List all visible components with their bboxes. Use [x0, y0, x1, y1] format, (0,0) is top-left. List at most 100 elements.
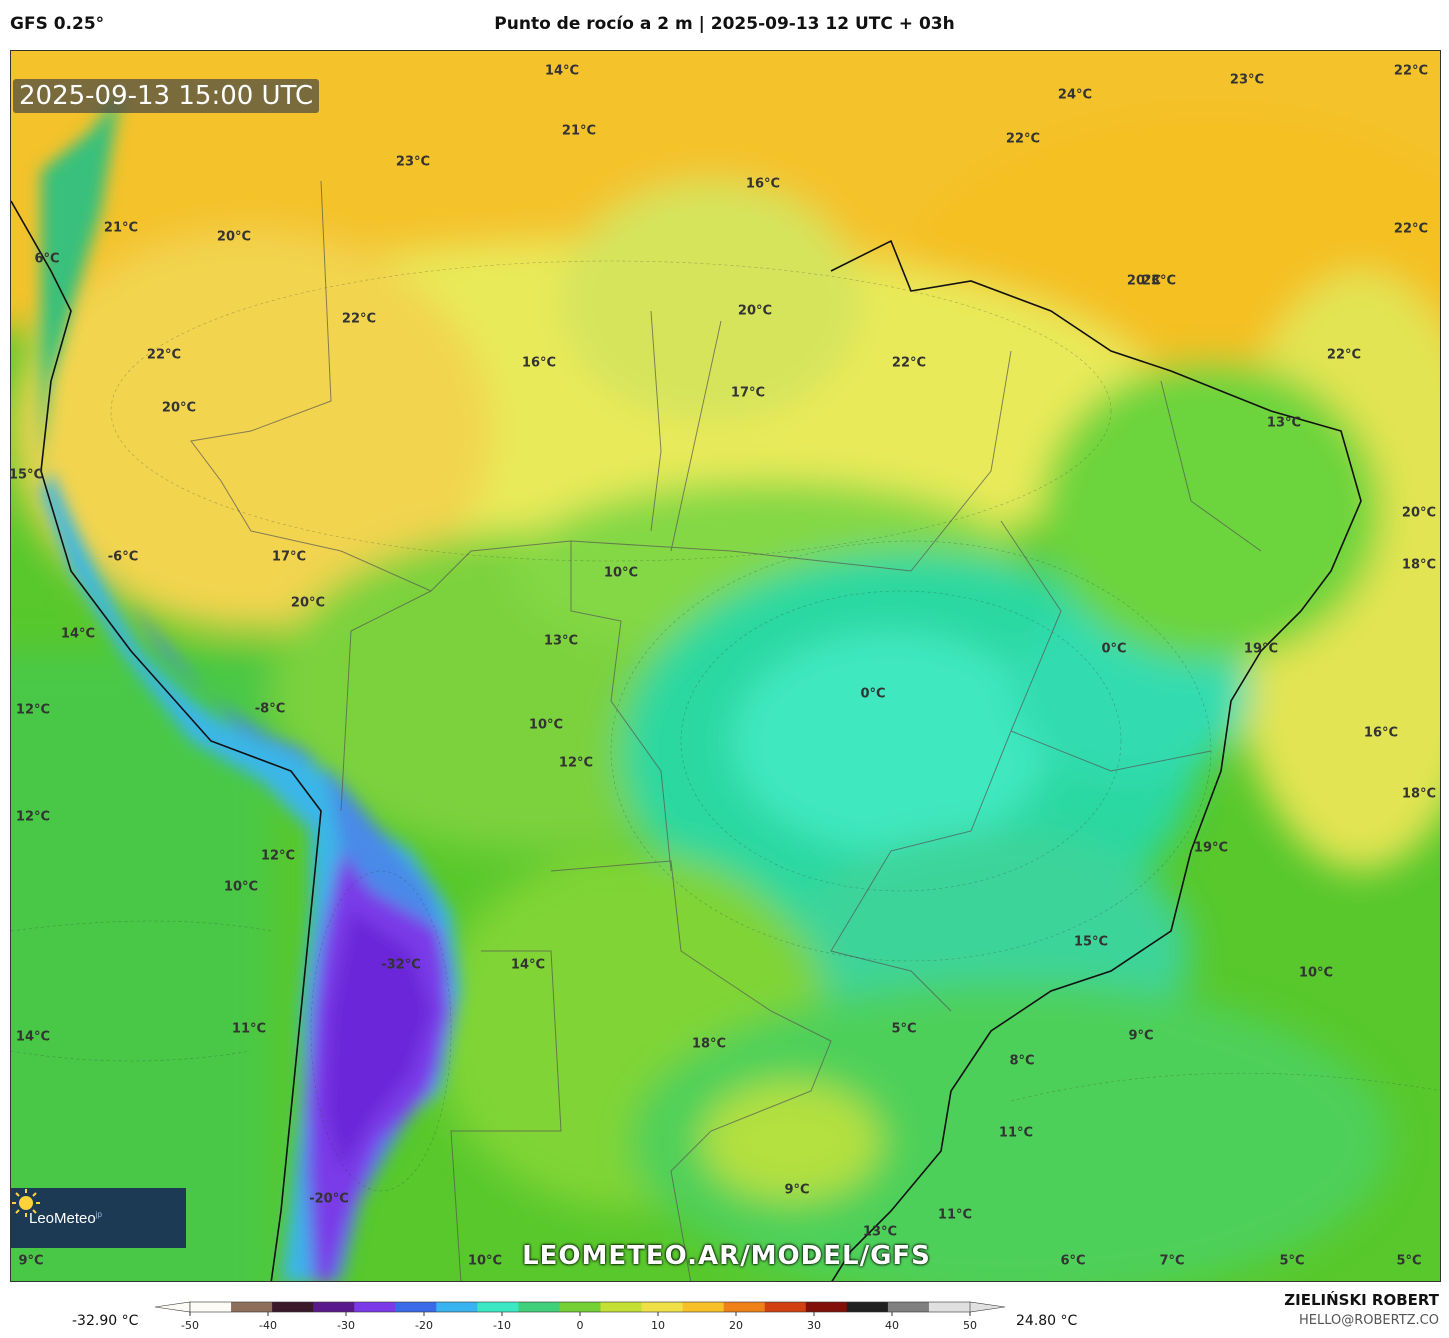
temperature-label: -6°C — [107, 549, 139, 565]
temperature-label: 23°C — [1229, 72, 1265, 88]
colorbar-segment — [190, 1302, 232, 1312]
model-name: GFS 0.25° — [10, 14, 105, 34]
colorbar-segment — [887, 1302, 930, 1312]
colorbar-segment — [764, 1302, 807, 1312]
colorbar-segment — [436, 1302, 478, 1312]
temperature-label: -20°C — [309, 1191, 349, 1207]
leometeo-logo[interactable]: LeoMeteojp — [11, 1188, 186, 1248]
colorbar-segment — [928, 1302, 971, 1312]
temperature-label: 15°C — [1073, 934, 1109, 950]
colorbar-tick-label: 40 — [885, 1319, 899, 1332]
temperature-label: 14°C — [544, 63, 580, 79]
temperature-label: 8°C — [1009, 1053, 1035, 1069]
colorbar-tick-label: -50 — [181, 1319, 199, 1332]
colorbar-min-arrow — [154, 1301, 191, 1313]
temperature-label: 14°C — [60, 626, 96, 642]
colorbar-tick-label: -20 — [415, 1319, 433, 1332]
colorbar-tick-label: 30 — [807, 1319, 821, 1332]
temperature-label: 0°C — [860, 686, 886, 702]
sun-icon — [12, 1189, 40, 1217]
temperature-label: 12°C — [15, 702, 51, 718]
temperature-label: 23°C — [1141, 273, 1177, 289]
dewpoint-map[interactable]: 2025-09-13 15:00 UTC 14°C 21°C 23°C 24°C 23°… — [10, 50, 1441, 1282]
temperature-label: 10°C — [603, 565, 639, 581]
colorbar-max-arrow — [969, 1301, 1006, 1313]
colorbar-segment — [231, 1302, 273, 1312]
colorbar: -50 -40 -30 -20 -10 0 10 20 30 40 50 — [154, 1301, 1006, 1332]
temperature-label: 23°C — [395, 154, 431, 170]
temperature-label: 14°C — [15, 1029, 51, 1045]
source-watermark: LEOMETEO.AR/MODEL/GFS — [522, 1241, 931, 1271]
scale-min-label: -32.90 °C — [72, 1313, 139, 1329]
temperature-label: 21°C — [103, 220, 139, 236]
temperature-label: 10°C — [1298, 965, 1334, 981]
temperature-label: 10°C — [223, 879, 259, 895]
temperature-label: 22°C — [341, 311, 377, 327]
temperature-label: 16°C — [745, 176, 781, 192]
temperature-label: 19°C — [1193, 840, 1229, 856]
temperature-label: 21°C — [561, 123, 597, 139]
colorbar-segment — [477, 1302, 519, 1312]
temperature-label: 16°C — [521, 355, 557, 371]
temperature-label: 22°C — [1393, 63, 1429, 79]
colorbar-segment — [313, 1302, 355, 1312]
temperature-label: 9°C — [784, 1182, 810, 1198]
temperature-label: 18°C — [1401, 557, 1437, 573]
temperature-label: 19°C — [1243, 641, 1279, 657]
temperature-label: 12°C — [15, 809, 51, 825]
temperature-label: 11°C — [998, 1125, 1034, 1141]
colorbar-segment — [600, 1302, 643, 1312]
temperature-label: 13°C — [862, 1224, 898, 1240]
temperature-label: 7°C — [1159, 1253, 1185, 1269]
colorbar-segment — [272, 1302, 314, 1312]
scale-max-label: 24.80 °C — [1016, 1313, 1078, 1329]
temperature-label: 5°C — [891, 1021, 917, 1037]
temperature-label: 24°C — [1057, 87, 1093, 103]
colorbar-tick-label: 10 — [651, 1319, 665, 1332]
temperature-label: 20°C — [1401, 505, 1437, 521]
map-title: Punto de rocío a 2 m | 2025-09-13 12 UTC… — [494, 14, 955, 34]
temperature-label: 20°C — [1126, 273, 1162, 289]
temperature-label: 5°C — [1279, 1253, 1305, 1269]
colorbar-tick-label: 0 — [577, 1319, 584, 1332]
temperature-label: 22°C — [1393, 221, 1429, 237]
temperature-label: 16°C — [1363, 725, 1399, 741]
temperature-label: 13°C — [1266, 415, 1302, 431]
temperature-label: 5°C — [1396, 1253, 1422, 1269]
temperature-label: 10°C — [467, 1253, 503, 1269]
author-credit: ZIELIŃSKI ROBERT — [1284, 1291, 1439, 1309]
temperature-label: 9°C — [18, 1253, 44, 1269]
colorbar-tick-label: -10 — [493, 1319, 511, 1332]
colorbar-segment — [682, 1302, 725, 1312]
logo-text: LeoMeteojp — [29, 1209, 102, 1227]
temperature-label: 20°C — [161, 400, 197, 416]
temperature-label: 18°C — [1401, 786, 1437, 802]
temperature-label: 13°C — [543, 633, 579, 649]
colorbar-tick-label: -30 — [337, 1319, 355, 1332]
temperature-label: 20°C — [290, 595, 326, 611]
colorbar-segment — [641, 1302, 684, 1312]
valid-time-badge: 2025-09-13 15:00 UTC — [13, 79, 320, 113]
map-background — [11, 51, 1440, 1281]
author-email[interactable]: HELLO@ROBERTZ.CO — [1298, 1313, 1439, 1328]
temperature-label: 6°C — [34, 251, 60, 267]
temperature-label: 22°C — [1005, 131, 1041, 147]
temperature-label: 12°C — [260, 848, 296, 864]
colorbar-segment — [518, 1302, 560, 1312]
temperature-label: 20°C — [737, 303, 773, 319]
colorbar-segment — [559, 1302, 602, 1312]
temperature-label: 18°C — [691, 1036, 727, 1052]
temperature-label: 14°C — [510, 957, 546, 973]
temperature-label: 22°C — [891, 355, 927, 371]
temperature-label: 6°C — [1060, 1253, 1086, 1269]
temperature-label: 22°C — [1326, 347, 1362, 363]
colorbar-segment — [846, 1302, 889, 1312]
temperature-label: 22°C — [146, 347, 182, 363]
colorbar-tick-label: 20 — [729, 1319, 743, 1332]
temperature-label: -32°C — [381, 957, 421, 973]
temperature-label: 15°C — [10, 467, 44, 483]
temperature-label: 11°C — [937, 1207, 973, 1223]
temperature-label: 20°C — [216, 229, 252, 245]
temperature-label: 11°C — [231, 1021, 267, 1037]
temperature-label: 12°C — [558, 755, 594, 771]
